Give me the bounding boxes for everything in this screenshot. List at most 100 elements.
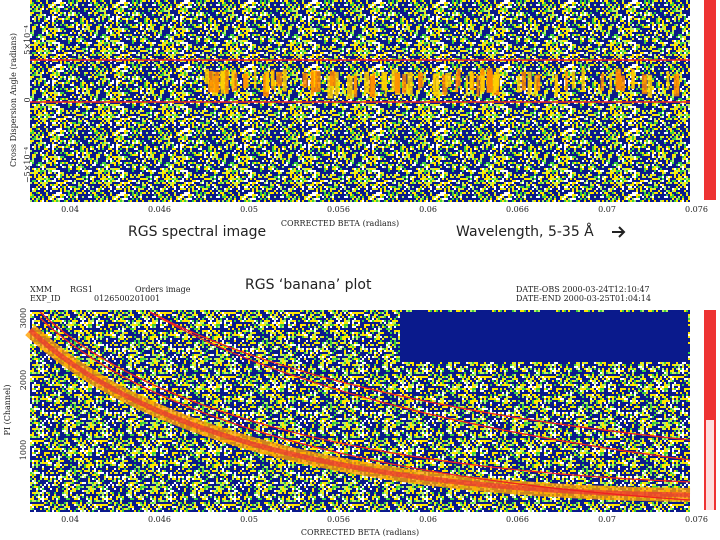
emission-line — [494, 74, 499, 90]
x-tick-label: 0.07 — [598, 205, 616, 214]
x-axis-label: CORRECTED BETA (radians) — [301, 528, 419, 537]
order-boundary — [149, 311, 691, 461]
order-boundary — [39, 311, 691, 483]
emission-line — [521, 71, 526, 91]
emission-line — [554, 74, 558, 98]
emission-line — [369, 75, 376, 98]
emission-line — [581, 68, 585, 91]
emission-line — [270, 70, 274, 87]
emission-line — [207, 70, 214, 93]
emission-line — [353, 75, 358, 98]
emission-line — [327, 75, 334, 99]
header-text: DATE-END 2000-03-25T01:04:14 — [516, 294, 651, 303]
emission-line — [282, 68, 287, 92]
emission-line — [535, 74, 541, 91]
y-tick-label: 2000 — [19, 370, 28, 390]
emission-line — [631, 69, 635, 89]
emission-line — [600, 73, 604, 92]
emission-line — [476, 75, 480, 97]
emission-line — [329, 71, 336, 86]
empty-region — [400, 312, 688, 362]
spectral-image — [30, 0, 690, 202]
emission-line — [673, 74, 680, 97]
emission-line — [417, 71, 421, 91]
emission-line — [490, 74, 497, 93]
x-tick-label: 0.066 — [506, 205, 529, 214]
emission-line — [204, 68, 209, 85]
header-text: EXP_ID — [30, 294, 61, 303]
emission-line — [456, 68, 461, 87]
emission-line — [253, 68, 257, 89]
emission-line — [666, 70, 670, 90]
emission-line — [647, 74, 653, 98]
emission-line — [265, 71, 270, 92]
x-tick-label: 0.056 — [327, 515, 350, 524]
y-tick-label: 5×10⁻⁴ — [23, 25, 32, 54]
emission-line — [641, 74, 648, 94]
order-boundary — [39, 317, 691, 501]
x-tick-label: 0.07 — [598, 515, 616, 524]
caption: Wavelength, 5-35 Å — [456, 223, 594, 240]
y-tick-label: 1000 — [19, 440, 28, 460]
x-axis-label: CORRECTED BETA (radians) — [281, 219, 399, 228]
emission-line — [469, 71, 474, 89]
y-tick-label: −5×10⁻⁴ — [23, 147, 32, 183]
emission-line — [619, 75, 625, 92]
x-tick-label: 0.06 — [419, 205, 437, 214]
x-tick-label: 0.05 — [240, 205, 258, 214]
y-tick-label: 0 — [23, 97, 32, 102]
header-text: RGS1 — [70, 285, 93, 294]
emission-line — [615, 68, 622, 91]
emission-line — [516, 75, 521, 93]
header-text: 0126500201001 — [94, 294, 160, 303]
emission-line — [402, 74, 407, 94]
x-tick-label: 0.046 — [148, 205, 171, 214]
emission-line — [442, 74, 448, 95]
header-text: Orders image — [135, 285, 191, 294]
emission-line — [465, 75, 468, 96]
emission-line — [372, 73, 376, 88]
emission-line — [571, 71, 576, 89]
emission-line — [527, 71, 532, 95]
emission-line — [382, 72, 385, 91]
emission-line — [481, 75, 485, 93]
x-tick-label: 0.04 — [61, 515, 79, 524]
order-boundary — [149, 311, 691, 441]
order-band — [28, 328, 691, 498]
x-tick-label: 0.056 — [327, 205, 350, 214]
x-tick-label: 0.076 — [685, 205, 708, 214]
emission-line — [391, 69, 398, 92]
emission-line — [315, 70, 321, 92]
emission-line — [407, 72, 413, 95]
emission-line — [302, 72, 308, 88]
header-text: XMM — [30, 285, 52, 294]
arrow-icon — [612, 226, 626, 238]
emission-line — [418, 72, 424, 88]
x-tick-label: 0.05 — [240, 515, 258, 524]
emission-line — [384, 74, 387, 97]
caption: RGS spectral image — [128, 224, 266, 240]
emission-line — [364, 71, 370, 94]
emission-line — [445, 72, 452, 87]
caption: RGS ‘banana’ plot — [245, 277, 372, 293]
emission-line — [486, 68, 493, 87]
emission-line — [433, 73, 440, 97]
emission-line — [225, 69, 229, 94]
y-axis-label: PI (Channel) — [3, 385, 12, 436]
emission-line — [310, 71, 314, 95]
color-bar — [704, 0, 716, 200]
color-bar — [706, 420, 714, 510]
y-axis-label: Cross Dispersion Angle (radians) — [9, 33, 18, 167]
emission-line — [214, 71, 220, 93]
x-tick-label: 0.076 — [685, 515, 708, 524]
emission-line — [232, 72, 238, 92]
emission-line — [347, 75, 353, 99]
emission-line — [534, 75, 537, 98]
x-tick-label: 0.066 — [506, 515, 529, 524]
emission-line — [334, 71, 339, 96]
header-text: DATE-OBS 2000-03-24T12:10:47 — [516, 285, 650, 294]
banana-curves — [25, 311, 691, 502]
emission-line — [609, 72, 613, 93]
emission-line — [276, 71, 283, 87]
